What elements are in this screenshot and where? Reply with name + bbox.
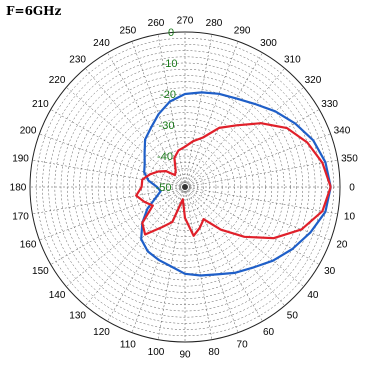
angle-tick-label: 130 [69, 310, 86, 321]
grid-spoke [85, 186, 186, 306]
series-line-2 [135, 122, 332, 240]
angle-tick-label: 210 [32, 99, 49, 110]
grid-spoke [184, 186, 263, 322]
grid-circle-minor [54, 56, 316, 318]
chart-title: F=6GHz [6, 4, 62, 18]
angle-tick-label: 240 [93, 38, 110, 49]
grid-spoke [184, 159, 338, 188]
center-point [182, 184, 188, 190]
grid-spoke [66, 186, 186, 287]
angle-tick-label: 10 [344, 211, 356, 222]
angle-tick-label: 340 [334, 125, 351, 136]
angle-tick-label: 110 [120, 339, 136, 350]
angle-tick-label: 350 [341, 154, 358, 165]
grid-spoke [184, 68, 285, 188]
grid-spoke [50, 186, 186, 265]
grid-spoke [32, 159, 186, 188]
angle-tick-label: 180 [10, 183, 27, 194]
grid-circle-minor [42, 44, 328, 330]
polar-grid [29, 31, 341, 343]
series-layer [135, 91, 332, 277]
radial-tick-label: -30 [159, 120, 175, 132]
angle-tick-label: 30 [324, 266, 336, 277]
radial-tick-labels: 0 -10 -20 -30 -40 -50 [156, 27, 178, 194]
angle-tick-label: 60 [263, 327, 275, 338]
series-line-1 [140, 91, 332, 277]
radial-tick-label: -50 [156, 182, 172, 194]
grid-circle-minor [110, 112, 260, 262]
grid-spoke [184, 41, 239, 188]
radial-tick-label: -20 [160, 89, 176, 101]
angle-tick-label: 250 [120, 26, 137, 37]
grid-circle-minor [73, 75, 297, 299]
angle-tick-label: 330 [321, 99, 338, 110]
radial-tick-label: -10 [162, 58, 178, 70]
angle-tick-label: 140 [49, 290, 66, 301]
angle-tick-label: 200 [20, 125, 37, 136]
grid-spoke [184, 186, 331, 241]
grid-spoke [184, 186, 285, 306]
grid-spoke [184, 186, 338, 215]
angle-tick-label: 20 [336, 240, 348, 251]
grid-circle-minor [128, 130, 242, 244]
grid-spoke [157, 34, 186, 188]
grid-circle-minor [166, 168, 204, 206]
angle-tick-label: 190 [12, 154, 29, 165]
grid-spoke [184, 186, 239, 333]
angle-tick-label: 40 [307, 290, 319, 301]
grid-spoke [184, 133, 331, 188]
angle-tick-label: 170 [12, 211, 29, 222]
angle-tick-label: 280 [206, 18, 223, 29]
grid-spoke [50, 109, 186, 188]
grid-spoke [39, 186, 186, 241]
angle-tick-label: 290 [234, 26, 251, 37]
angle-tick-label: 80 [208, 347, 220, 358]
grid-spoke [85, 68, 186, 188]
grid-spoke [184, 186, 320, 265]
angle-tick-label: 310 [284, 55, 301, 66]
angle-tick-label: 120 [93, 327, 110, 338]
grid-spoke [184, 186, 213, 340]
radial-tick-label: 0 [168, 27, 174, 39]
grid-spoke [157, 186, 186, 340]
grid-circle-outer [29, 31, 341, 343]
angle-tick-label: 270 [177, 16, 194, 27]
angle-tick-label: 100 [148, 347, 165, 358]
grid-spoke [184, 87, 304, 188]
angle-tick-label: 70 [237, 339, 249, 350]
grid-spoke [107, 186, 186, 322]
grid-spoke [39, 133, 186, 188]
angle-tick-label: 150 [32, 266, 49, 277]
grid-spoke [107, 52, 186, 188]
angle-tick-label: 260 [148, 18, 165, 29]
grid-spoke [184, 109, 320, 188]
angle-tick-label: 50 [287, 310, 299, 321]
grid-spoke [184, 52, 263, 188]
angle-tick-label: 300 [260, 38, 277, 49]
grid-spoke [184, 34, 213, 188]
radial-tick-label: -40 [157, 151, 173, 163]
grid-circle-minor [178, 180, 192, 194]
angle-tick-label: 0 [349, 183, 355, 194]
angle-tick-label: 320 [305, 75, 322, 86]
angle-tick-label: 230 [69, 55, 86, 66]
angle-tick-label: 220 [49, 75, 66, 86]
angle-tick-label: 90 [179, 350, 191, 361]
angle-tick-label: 160 [20, 240, 37, 251]
grid-circle-minor [85, 87, 285, 287]
